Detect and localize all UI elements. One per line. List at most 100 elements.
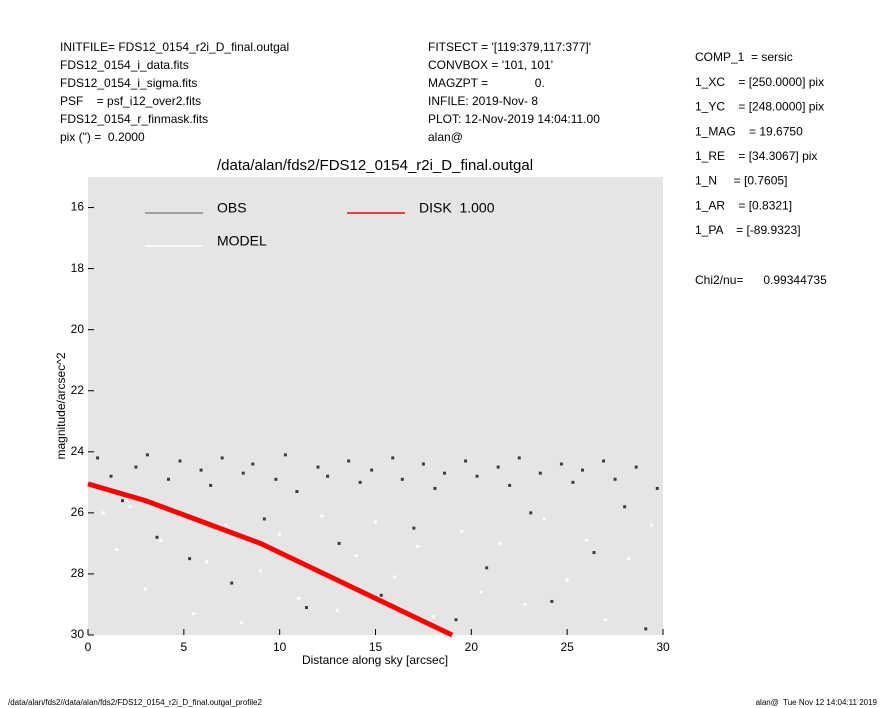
data-point xyxy=(496,465,500,469)
y-tick-label: 20 xyxy=(71,322,85,336)
header-line: FDS12_0154_r_finmask.fits xyxy=(60,112,208,126)
data-point xyxy=(305,606,308,610)
x-axis-label: Distance along sky [arcsec] xyxy=(302,653,448,667)
data-point xyxy=(115,548,119,552)
legend-label: MODEL xyxy=(217,233,267,249)
data-point xyxy=(584,538,588,542)
data-point xyxy=(517,456,521,460)
y-tick-label: 28 xyxy=(71,566,85,580)
data-point xyxy=(134,465,138,469)
param-line: 1_RE = [34.3067] pix xyxy=(695,149,817,163)
data-point xyxy=(571,480,575,484)
plot-area xyxy=(88,177,663,635)
data-point xyxy=(485,566,489,570)
header-line: INFILE: 2019-Nov- 8 xyxy=(428,94,538,108)
param-line: 1_AR = [0.8321] xyxy=(695,198,792,212)
y-tick-label: 30 xyxy=(71,627,85,641)
data-point xyxy=(274,477,278,481)
data-point xyxy=(431,615,435,619)
y-tick-label: 26 xyxy=(71,505,85,519)
legend-label: OBS xyxy=(217,200,247,216)
data-point xyxy=(155,535,159,539)
data-point xyxy=(581,468,584,472)
data-point xyxy=(191,612,195,616)
y-axis-label: magnitude/arcsec^2 xyxy=(54,352,68,459)
data-point xyxy=(433,486,437,490)
chi2: Chi2/nu= 0.99344735 xyxy=(695,273,827,287)
data-point xyxy=(167,477,170,481)
header-line: FITSECT = '[119:379,117:377]' xyxy=(428,40,591,54)
data-point xyxy=(101,511,105,515)
header-line: FDS12_0154_i_sigma.fits xyxy=(60,76,197,90)
data-point xyxy=(613,477,617,481)
data-point xyxy=(650,523,653,527)
data-point xyxy=(412,526,416,530)
param-line: 1_MAG = 19.6750 xyxy=(695,124,803,138)
y-tick-label: 18 xyxy=(71,261,85,275)
data-point xyxy=(188,557,192,561)
header-line: FDS12_0154_i_data.fits xyxy=(60,58,189,72)
data-point xyxy=(416,544,420,548)
header-line: MAGZPT = 0. xyxy=(428,76,545,90)
y-tick-label: 22 xyxy=(71,383,85,397)
data-point xyxy=(529,511,533,515)
data-point xyxy=(370,468,374,472)
x-tick-label: 30 xyxy=(656,640,670,654)
data-point xyxy=(592,551,596,555)
data-point xyxy=(475,474,479,478)
data-point xyxy=(347,459,351,463)
data-point xyxy=(523,602,527,606)
header-line: INITFILE= FDS12_0154_r2i_D_final.outgal xyxy=(60,40,289,54)
data-point xyxy=(241,471,245,475)
header-line: PLOT: 12-Nov-2019 14:04:11.00 xyxy=(428,112,600,126)
header-line: PSF = psf_i12_over2.fits xyxy=(60,94,201,108)
data-point xyxy=(297,596,301,600)
model-curve xyxy=(87,481,454,638)
data-point xyxy=(400,477,404,481)
data-point xyxy=(443,471,446,475)
data-point xyxy=(144,587,147,591)
param-line: COMP_1 = sersic xyxy=(695,50,793,64)
x-tick-label: 10 xyxy=(273,640,287,654)
data-point xyxy=(623,505,627,509)
data-point xyxy=(326,474,330,478)
data-point xyxy=(460,529,464,533)
data-point xyxy=(655,486,659,490)
x-tick-label: 25 xyxy=(560,640,574,654)
data-point xyxy=(262,517,266,521)
data-point xyxy=(379,593,383,597)
data-point xyxy=(627,557,630,561)
data-point xyxy=(224,523,228,527)
x-tick-label: 15 xyxy=(369,640,383,654)
data-point xyxy=(498,541,502,545)
data-point xyxy=(283,453,287,457)
data-point xyxy=(209,483,213,487)
data-point xyxy=(374,520,377,524)
legend-label: DISK 1.000 xyxy=(419,200,495,216)
data-point xyxy=(220,456,224,460)
x-tick-label: 20 xyxy=(465,640,479,654)
header-line: CONVBOX = '101, 101' xyxy=(428,58,553,72)
x-tick-label: 0 xyxy=(85,640,92,654)
data-point xyxy=(109,474,113,478)
header-line: alan@ xyxy=(428,130,463,144)
param-line: 1_YC = [248.0000] pix xyxy=(695,100,824,114)
data-point xyxy=(604,618,607,622)
data-point xyxy=(634,465,638,469)
plot-title: /data/alan/fds2/FDS12_0154_r2i_D_final.o… xyxy=(217,157,533,174)
data-point xyxy=(644,627,648,631)
data-point xyxy=(538,471,542,475)
data-point xyxy=(508,483,512,487)
data-point xyxy=(278,532,282,536)
data-point xyxy=(145,453,149,457)
data-point xyxy=(550,599,554,603)
data-point xyxy=(479,590,483,594)
data-point xyxy=(96,456,100,460)
data-point xyxy=(121,499,124,503)
data-point xyxy=(320,514,324,518)
data-point xyxy=(159,538,163,542)
data-point xyxy=(259,569,262,573)
data-point xyxy=(542,517,546,521)
data-point xyxy=(230,581,234,585)
